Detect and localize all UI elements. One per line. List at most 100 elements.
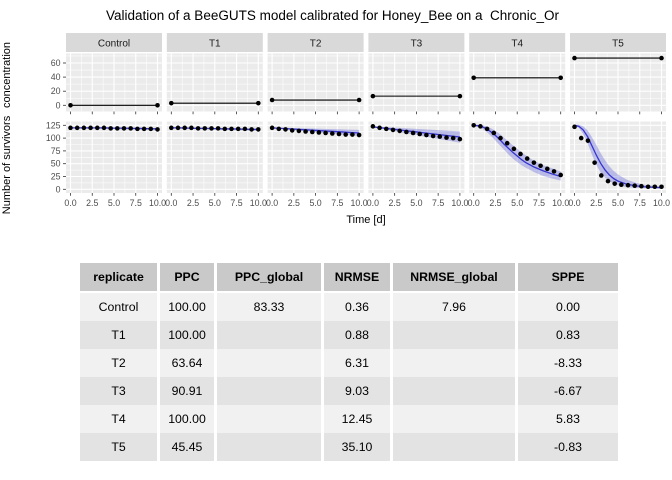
facet-T1: T1 0.0 2.5 5.0 7.5 10.0 bbox=[165, 33, 267, 208]
y-tick-label: 100 bbox=[46, 133, 61, 143]
observation-point bbox=[303, 129, 308, 134]
observation-point bbox=[101, 125, 107, 131]
table-row: T2 63.64 6.31 -8.33 bbox=[80, 349, 618, 377]
observation-point bbox=[182, 125, 187, 131]
table-cell: 63.64 bbox=[160, 349, 214, 377]
observation-point bbox=[491, 130, 497, 136]
observation-point bbox=[330, 131, 335, 136]
observation-point bbox=[169, 125, 174, 131]
facet-strip-label: T2 bbox=[310, 39, 322, 50]
table-cell bbox=[217, 377, 321, 405]
table-cell bbox=[217, 349, 321, 377]
facet-strip-label: Control bbox=[98, 39, 130, 50]
concentration-point bbox=[558, 75, 563, 81]
table-cell: 0.83 bbox=[518, 321, 618, 349]
table-cell bbox=[217, 433, 321, 461]
concentration-point bbox=[155, 103, 160, 108]
concentration-point bbox=[356, 97, 362, 103]
x-tick-label: 5.0 bbox=[410, 198, 422, 208]
observation-point bbox=[141, 126, 147, 132]
observation-point bbox=[397, 128, 402, 134]
x-tick-label: 5.0 bbox=[612, 198, 624, 208]
observation-point bbox=[417, 131, 423, 137]
table-cell: -0.83 bbox=[518, 433, 618, 461]
facet-T4: T4 0.0 2.5 5.0 7.5 10.0 bbox=[468, 33, 569, 208]
x-tick-label: 2.5 bbox=[590, 198, 602, 208]
observation-point bbox=[135, 126, 140, 132]
observation-point bbox=[222, 126, 228, 132]
table-cell bbox=[393, 321, 515, 349]
facet-strip-label: T1 bbox=[209, 39, 221, 50]
observation-point bbox=[108, 126, 113, 131]
observation-point bbox=[551, 169, 557, 174]
x-tick-label: 2.5 bbox=[86, 198, 98, 208]
header-cell: NRMSE bbox=[324, 263, 390, 291]
observation-point bbox=[478, 124, 483, 129]
observation-point bbox=[605, 178, 611, 184]
observation-point bbox=[255, 127, 261, 132]
x-tick-label: 0.0 bbox=[165, 198, 177, 208]
x-tick-label: 0.0 bbox=[367, 198, 379, 208]
facet-plot: Control 0.0 2.5 5.0 7.5 10.0 T1 0.0 2.5 5.0 7.5 10.… bbox=[1, 33, 670, 226]
table-cell: 100.00 bbox=[160, 405, 214, 433]
table-cell: T1 bbox=[80, 321, 157, 349]
table-cell: 6.31 bbox=[324, 349, 390, 377]
observation-point bbox=[430, 133, 436, 139]
x-axis-title: Time [d] bbox=[346, 214, 385, 226]
observation-point bbox=[249, 127, 254, 132]
header-cell: SPPE bbox=[518, 263, 618, 291]
facet-T2: T2 0.0 2.5 5.0 7.5 10.0 bbox=[266, 33, 368, 208]
observation-point bbox=[578, 135, 584, 141]
observation-point bbox=[424, 132, 429, 138]
table-cell: 12.45 bbox=[324, 405, 390, 433]
observation-point bbox=[316, 130, 322, 135]
concentration-point bbox=[269, 97, 275, 103]
table-cell bbox=[217, 321, 321, 349]
x-tick-label: 10.0 bbox=[149, 198, 166, 208]
x-tick-label: 10.0 bbox=[451, 198, 468, 208]
observation-point bbox=[612, 181, 617, 186]
concentration-point bbox=[457, 93, 463, 99]
facet-strip-label: T3 bbox=[411, 39, 423, 50]
table-cell: 0.00 bbox=[518, 293, 618, 321]
observation-point bbox=[545, 166, 550, 172]
observation-point bbox=[74, 125, 80, 131]
table-cell: 0.88 bbox=[324, 321, 390, 349]
table-row: Control 100.00 83.33 0.36 7.96 0.00 bbox=[80, 293, 618, 321]
concentration-point bbox=[169, 100, 174, 106]
observation-point bbox=[484, 126, 490, 132]
facet-strip-label: T4 bbox=[511, 39, 523, 50]
observation-point bbox=[531, 160, 537, 165]
table-cell: 9.03 bbox=[324, 377, 390, 405]
table-cell: 90.91 bbox=[160, 377, 214, 405]
table-cell: 5.83 bbox=[518, 405, 618, 433]
x-tick-label: 0.0 bbox=[64, 198, 76, 208]
x-tick-label: 5.0 bbox=[209, 198, 221, 208]
observation-point bbox=[175, 125, 181, 131]
table-cell: 35.10 bbox=[324, 433, 390, 461]
facet-strip-label: T5 bbox=[612, 39, 624, 50]
observation-point bbox=[242, 126, 248, 132]
observation-point bbox=[309, 129, 315, 135]
observation-point bbox=[336, 131, 342, 137]
y-tick-label: 20 bbox=[51, 86, 61, 96]
observation-point bbox=[323, 130, 328, 136]
y-tick-label: 0 bbox=[56, 100, 61, 110]
table-cell: 83.33 bbox=[217, 293, 321, 321]
observation-point bbox=[390, 127, 396, 133]
header-cell: NRMSE_global bbox=[393, 263, 515, 291]
table-cell: T3 bbox=[80, 377, 157, 405]
table-header-row: replicate PPC PPC_global NRMSE NRMSE_global S… bbox=[80, 263, 618, 291]
table-cell: 0.36 bbox=[324, 293, 390, 321]
table-row: T5 45.45 35.10 -0.83 bbox=[80, 433, 618, 461]
x-tick-label: 5.0 bbox=[511, 198, 523, 208]
observation-point bbox=[444, 135, 449, 140]
observation-point bbox=[598, 173, 604, 178]
table-cell bbox=[393, 349, 515, 377]
table-cell bbox=[393, 433, 515, 461]
observation-point bbox=[229, 126, 234, 132]
table-cell: T2 bbox=[80, 349, 157, 377]
y-tick-label: 60 bbox=[51, 58, 61, 68]
observation-point bbox=[652, 184, 658, 190]
